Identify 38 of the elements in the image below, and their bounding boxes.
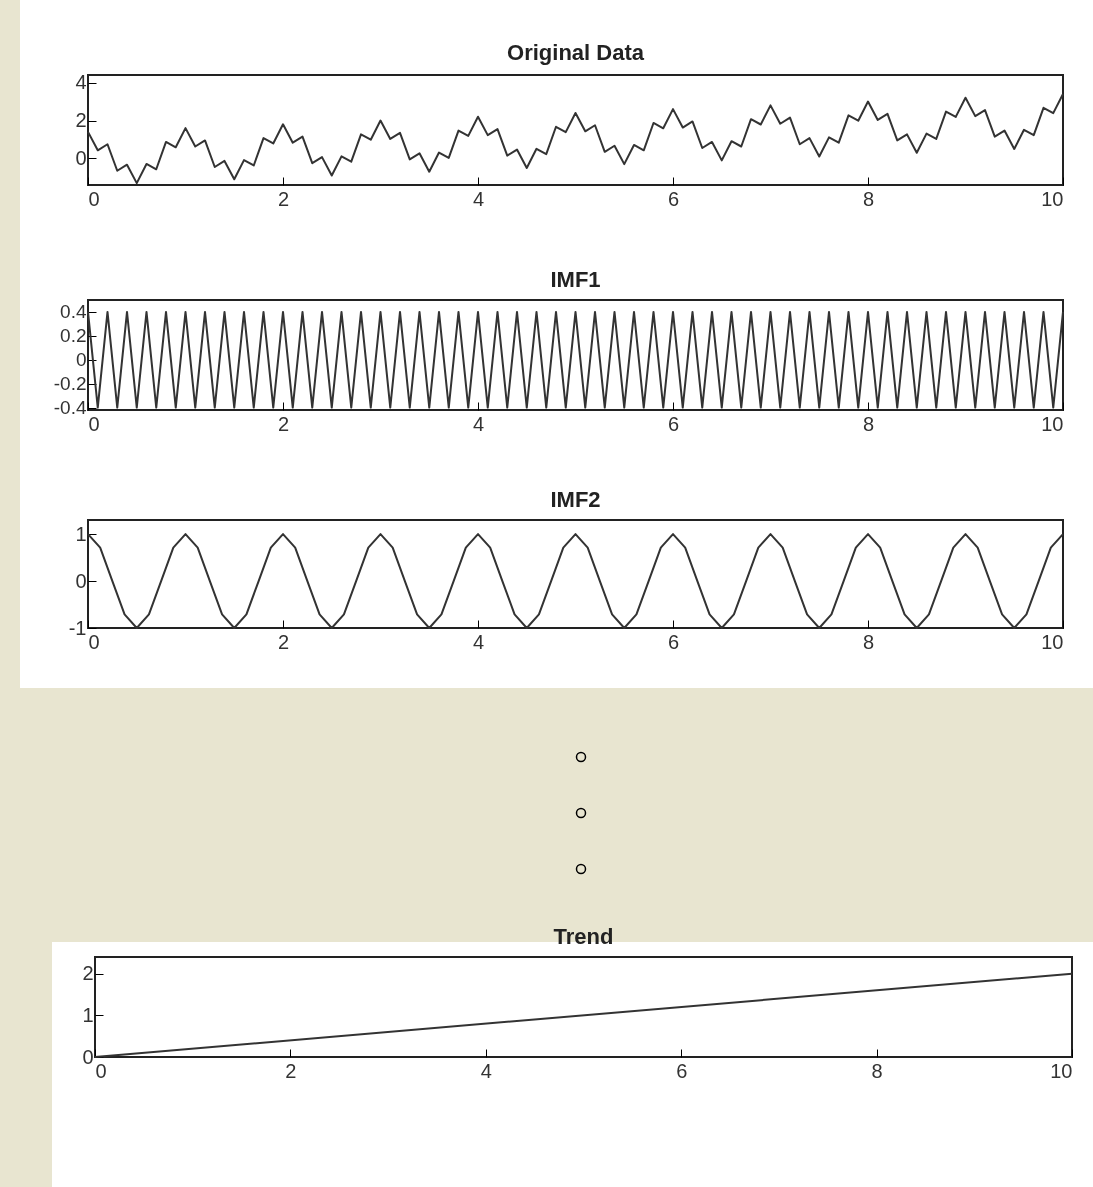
x-tick-label: 10	[1041, 412, 1064, 435]
x-tick-label: 6	[667, 187, 680, 210]
y-tick-label: 0.2	[60, 325, 87, 347]
x-tick-label: 4	[472, 412, 485, 435]
x-tick-label: 4	[472, 187, 485, 210]
x-tick-label: 10	[1041, 630, 1064, 653]
y-tick-label: -0.2	[53, 373, 87, 395]
x-tick-label: 6	[676, 1059, 688, 1082]
y-tick-label: 0	[82, 1045, 94, 1068]
y-tick-label: 2	[75, 109, 87, 132]
chart-title: Original Data	[507, 39, 645, 65]
x-tick-label: 2	[277, 187, 290, 210]
x-tick-label: 2	[285, 1059, 297, 1082]
x-tick-label: 6	[667, 412, 680, 435]
x-tick-label: 8	[871, 1059, 883, 1082]
x-tick-label: 4	[472, 630, 485, 653]
y-tick-label: -1	[68, 616, 87, 639]
x-tick-label: 10	[1050, 1059, 1073, 1082]
x-tick-label: 2	[277, 412, 290, 435]
y-tick-label: 0.4	[60, 301, 87, 323]
x-tick-label: 8	[862, 412, 875, 435]
x-tick-label: 2	[277, 630, 290, 653]
chart-title: Trend	[553, 924, 614, 949]
y-tick-label: 4	[75, 71, 87, 94]
y-tick-label: 1	[82, 1003, 94, 1026]
chart-title: IMF1	[550, 267, 601, 292]
x-tick-label: 8	[862, 187, 875, 210]
x-tick-label: 6	[667, 630, 680, 653]
y-tick-label: 0	[75, 349, 87, 371]
chart-title: IMF2	[550, 487, 601, 512]
y-tick-label: 0	[75, 569, 87, 592]
y-tick-label: 2	[82, 962, 94, 985]
x-tick-label: 4	[480, 1059, 492, 1082]
x-tick-label: 10	[1041, 187, 1064, 210]
y-tick-label: -0.4	[53, 397, 87, 419]
y-tick-label: 0	[75, 146, 87, 169]
y-tick-label: 1	[75, 522, 87, 545]
x-tick-label: 8	[862, 630, 875, 653]
